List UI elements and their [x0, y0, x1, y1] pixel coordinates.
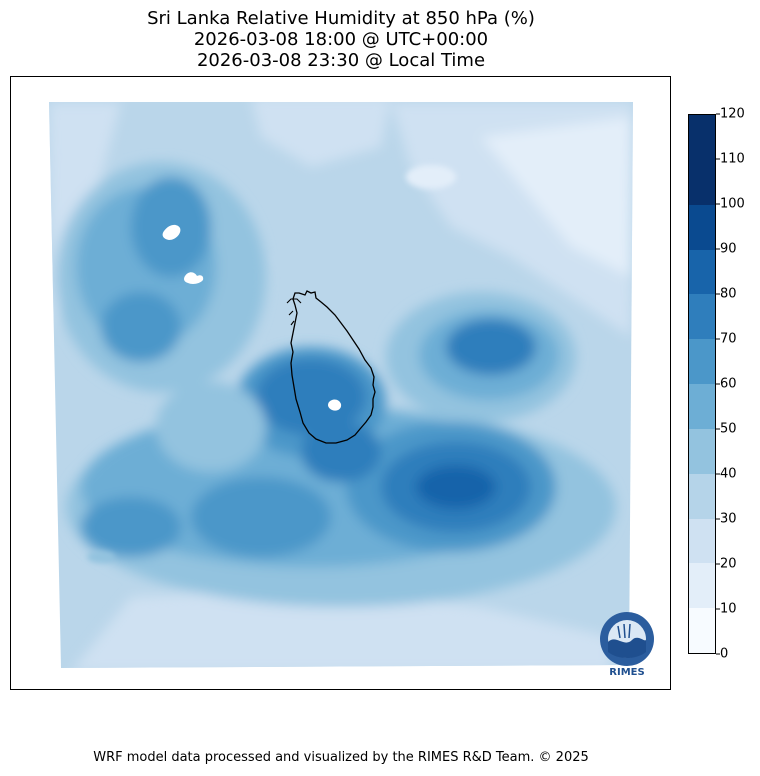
title-line-1: Sri Lanka Relative Humidity at 850 hPa (…	[147, 8, 535, 29]
colorbar-segment	[689, 473, 715, 519]
colorbar-tick-label: 50	[716, 421, 737, 437]
sri-lanka-coastline	[290, 290, 376, 444]
map-frame	[10, 76, 671, 690]
masked-highland-patches	[162, 224, 342, 411]
colorbar-segment	[689, 294, 715, 340]
colorbar-tick-label: 80	[716, 286, 737, 302]
colorbar-segment	[689, 563, 715, 609]
colorbar-segment	[689, 339, 715, 385]
colorbar-tick-label: 90	[716, 241, 737, 257]
colorbar-segment	[689, 249, 715, 295]
footer-credit: WRF model data processed and visualized …	[93, 750, 589, 765]
colorbar-segment	[689, 115, 715, 160]
title-line-2: 2026-03-08 18:00 @ UTC+00:00	[193, 29, 489, 50]
colorbar-tick-label: 120	[716, 106, 745, 122]
rimes-logo-text: RIMES	[609, 667, 644, 678]
colorbar-segment	[689, 608, 715, 653]
colorbar-segment	[689, 204, 715, 250]
colorbar-labels: 0 10 20 30 40 50 60 70 80 90 100 110 120	[715, 108, 760, 661]
rimes-logo: RIMES	[600, 612, 654, 678]
colorbar-tick-label: 10	[716, 601, 737, 617]
colorbar-tick-label: 100	[716, 196, 745, 212]
colorbar-segment	[689, 384, 715, 429]
humidity-field	[49, 102, 633, 668]
colorbar-tick-label: 40	[716, 466, 737, 482]
colorbar-tick-label: 110	[716, 151, 745, 167]
jaffna-peninsula-outline	[286, 298, 302, 326]
colorbar	[688, 114, 716, 654]
colorbar-segment	[689, 159, 715, 205]
colorbar-tick-label: 30	[716, 511, 737, 527]
colorbar-segment	[689, 428, 715, 474]
humidity-map	[49, 102, 633, 668]
colorbar-tick-label: 0	[715, 646, 729, 662]
chart-title: Sri Lanka Relative Humidity at 850 hPa (…	[0, 8, 682, 71]
title-line-3: 2026-03-08 23:30 @ Local Time	[196, 50, 486, 71]
colorbar-tick-label: 70	[716, 331, 737, 347]
colorbar-tick-label: 60	[716, 376, 737, 392]
colorbar-tick-label: 20	[716, 556, 737, 572]
colorbar-segment	[689, 518, 715, 564]
